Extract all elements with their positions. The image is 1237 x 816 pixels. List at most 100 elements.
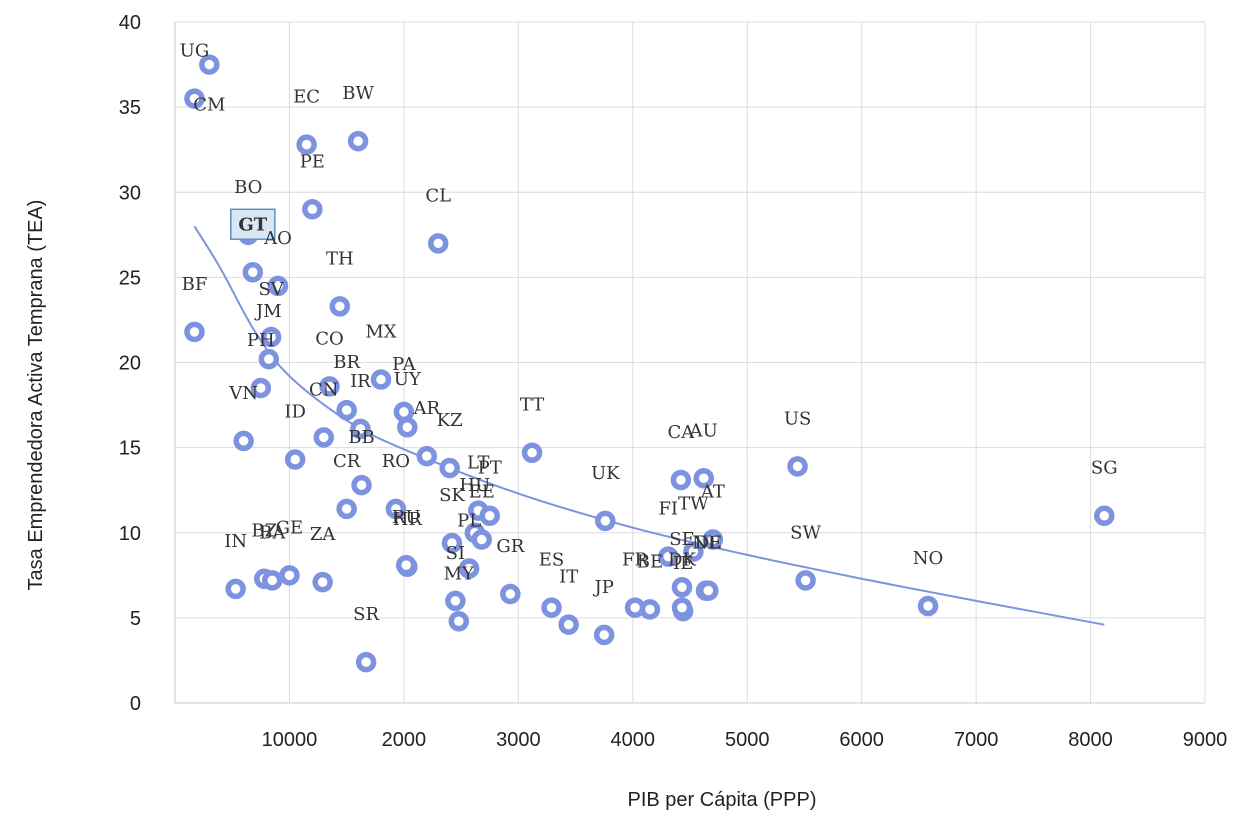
grid-lines bbox=[174, 21, 1206, 704]
point-label-ec: EC bbox=[293, 87, 320, 108]
point-label-bb: BB bbox=[348, 427, 374, 448]
point-label-ie: IE bbox=[673, 553, 693, 574]
x-tick-label: 5000 bbox=[725, 729, 770, 751]
x-tick-label: 6000 bbox=[839, 729, 884, 751]
point-label-in: IN bbox=[224, 531, 247, 552]
data-point-sw bbox=[795, 570, 816, 591]
point-label-bo: BO bbox=[234, 177, 262, 198]
data-point-pl bbox=[458, 558, 480, 579]
data-point-id bbox=[284, 449, 306, 470]
data-point-uk bbox=[595, 510, 616, 532]
point-label-ir: IR bbox=[350, 371, 371, 392]
data-point-ro bbox=[385, 498, 407, 520]
point-label-ph: PH bbox=[247, 330, 275, 351]
point-label-co: CO bbox=[315, 328, 344, 349]
x-tick-label: 3000 bbox=[496, 729, 541, 751]
point-label-ee: EE bbox=[469, 482, 495, 503]
point-label-no: NO bbox=[913, 548, 944, 569]
point-label-cm: CM bbox=[193, 95, 225, 116]
data-point-ug bbox=[184, 88, 205, 109]
data-point-ru bbox=[395, 554, 417, 576]
data-point-bf bbox=[184, 321, 205, 343]
point-label-ao: AO bbox=[263, 228, 292, 249]
point-label-kz: KZ bbox=[437, 410, 463, 431]
data-point-jm bbox=[258, 348, 280, 370]
data-point-th bbox=[329, 296, 351, 317]
data-point-fi bbox=[658, 546, 679, 567]
data-point-dk bbox=[671, 597, 693, 618]
point-label-si: SI bbox=[446, 543, 465, 564]
data-point-sv bbox=[260, 326, 282, 348]
y-tick-label: 40 bbox=[119, 12, 141, 34]
data-point-it bbox=[558, 614, 579, 635]
y-tick-labels: 0 5 10 15 20 25 30 35 40 bbox=[119, 12, 141, 715]
y-tick-label: 5 bbox=[130, 608, 141, 630]
point-label-uy: UY bbox=[394, 369, 422, 390]
point-label-hr: HR bbox=[393, 509, 423, 530]
point-label-ar: AR bbox=[412, 398, 440, 419]
data-point-pe bbox=[302, 199, 323, 220]
y-tick-label: 10 bbox=[119, 523, 141, 545]
data-point-be bbox=[639, 599, 661, 620]
point-label-id: ID bbox=[284, 402, 306, 423]
point-label-ge: GE bbox=[276, 517, 304, 538]
point-label-sw: SW bbox=[790, 522, 821, 543]
y-tick-label: 20 bbox=[119, 353, 141, 375]
x-tick-label: 2000 bbox=[382, 729, 427, 751]
data-point-cn bbox=[313, 427, 335, 448]
data-point-tt bbox=[521, 442, 543, 463]
data-points bbox=[184, 54, 1115, 673]
data-point-sr bbox=[355, 651, 377, 673]
point-label-sg: SG bbox=[1091, 458, 1118, 479]
point-label-au: AU bbox=[689, 420, 718, 441]
point-label-ug: UG bbox=[180, 41, 210, 62]
data-point-se bbox=[671, 576, 693, 598]
y-axis-label: Tasa Emprendedora Activa Temprana (TEA) bbox=[25, 200, 47, 591]
data-point-si bbox=[445, 590, 466, 612]
data-point-ba bbox=[262, 570, 283, 591]
point-label-bw: BW bbox=[342, 83, 374, 104]
data-point-pt bbox=[479, 505, 500, 526]
point-label-ba: BA bbox=[259, 522, 286, 543]
point-label-br: BR bbox=[333, 352, 360, 373]
data-point-us bbox=[787, 456, 808, 477]
point-label-pt: PT bbox=[478, 458, 502, 479]
x-tick-labels: 10000 2000 3000 4000 5000 6000 7000 8000 9000 bbox=[262, 729, 1228, 751]
point-label-pe: PE bbox=[300, 151, 325, 172]
data-point-ao bbox=[267, 275, 289, 297]
y-tick-label: 0 bbox=[130, 693, 141, 715]
data-point-mx bbox=[370, 369, 392, 390]
data-point-gr bbox=[500, 583, 521, 605]
data-point-za bbox=[312, 571, 333, 593]
y-tick-label: 30 bbox=[119, 182, 141, 204]
data-point-sg bbox=[1094, 505, 1115, 526]
point-label-tt: TT bbox=[520, 395, 544, 416]
point-label-de: DE bbox=[695, 533, 723, 554]
point-label-hu: HU bbox=[459, 475, 490, 496]
data-point-cm bbox=[199, 54, 220, 75]
data-point-tw bbox=[683, 541, 704, 562]
point-label-lt: LT bbox=[467, 453, 490, 474]
data-point-ph bbox=[250, 377, 272, 399]
data-point-cr bbox=[336, 498, 357, 520]
data-point-ir bbox=[350, 418, 371, 440]
x-tick-label: 8000 bbox=[1068, 729, 1113, 751]
point-label-ro: RO bbox=[382, 451, 410, 472]
point-label-mx: MX bbox=[365, 322, 396, 343]
point-label-jm: JM bbox=[254, 301, 282, 322]
point-label-pa: PA bbox=[392, 354, 416, 375]
point-label-my: MY bbox=[444, 563, 475, 584]
x-tick-label: 7000 bbox=[954, 729, 999, 751]
data-point-gt bbox=[242, 262, 264, 283]
data-point-bb bbox=[351, 474, 372, 496]
x-tick-label: 10000 bbox=[262, 729, 318, 751]
data-point-vn bbox=[233, 430, 254, 452]
point-label-sv: SV bbox=[258, 279, 284, 300]
point-label-za: ZA bbox=[310, 524, 337, 545]
y-tick-label: 25 bbox=[119, 267, 141, 289]
data-point-sk bbox=[441, 532, 463, 554]
point-label-be: BE bbox=[637, 551, 663, 572]
point-label-dk: DK bbox=[668, 550, 696, 571]
